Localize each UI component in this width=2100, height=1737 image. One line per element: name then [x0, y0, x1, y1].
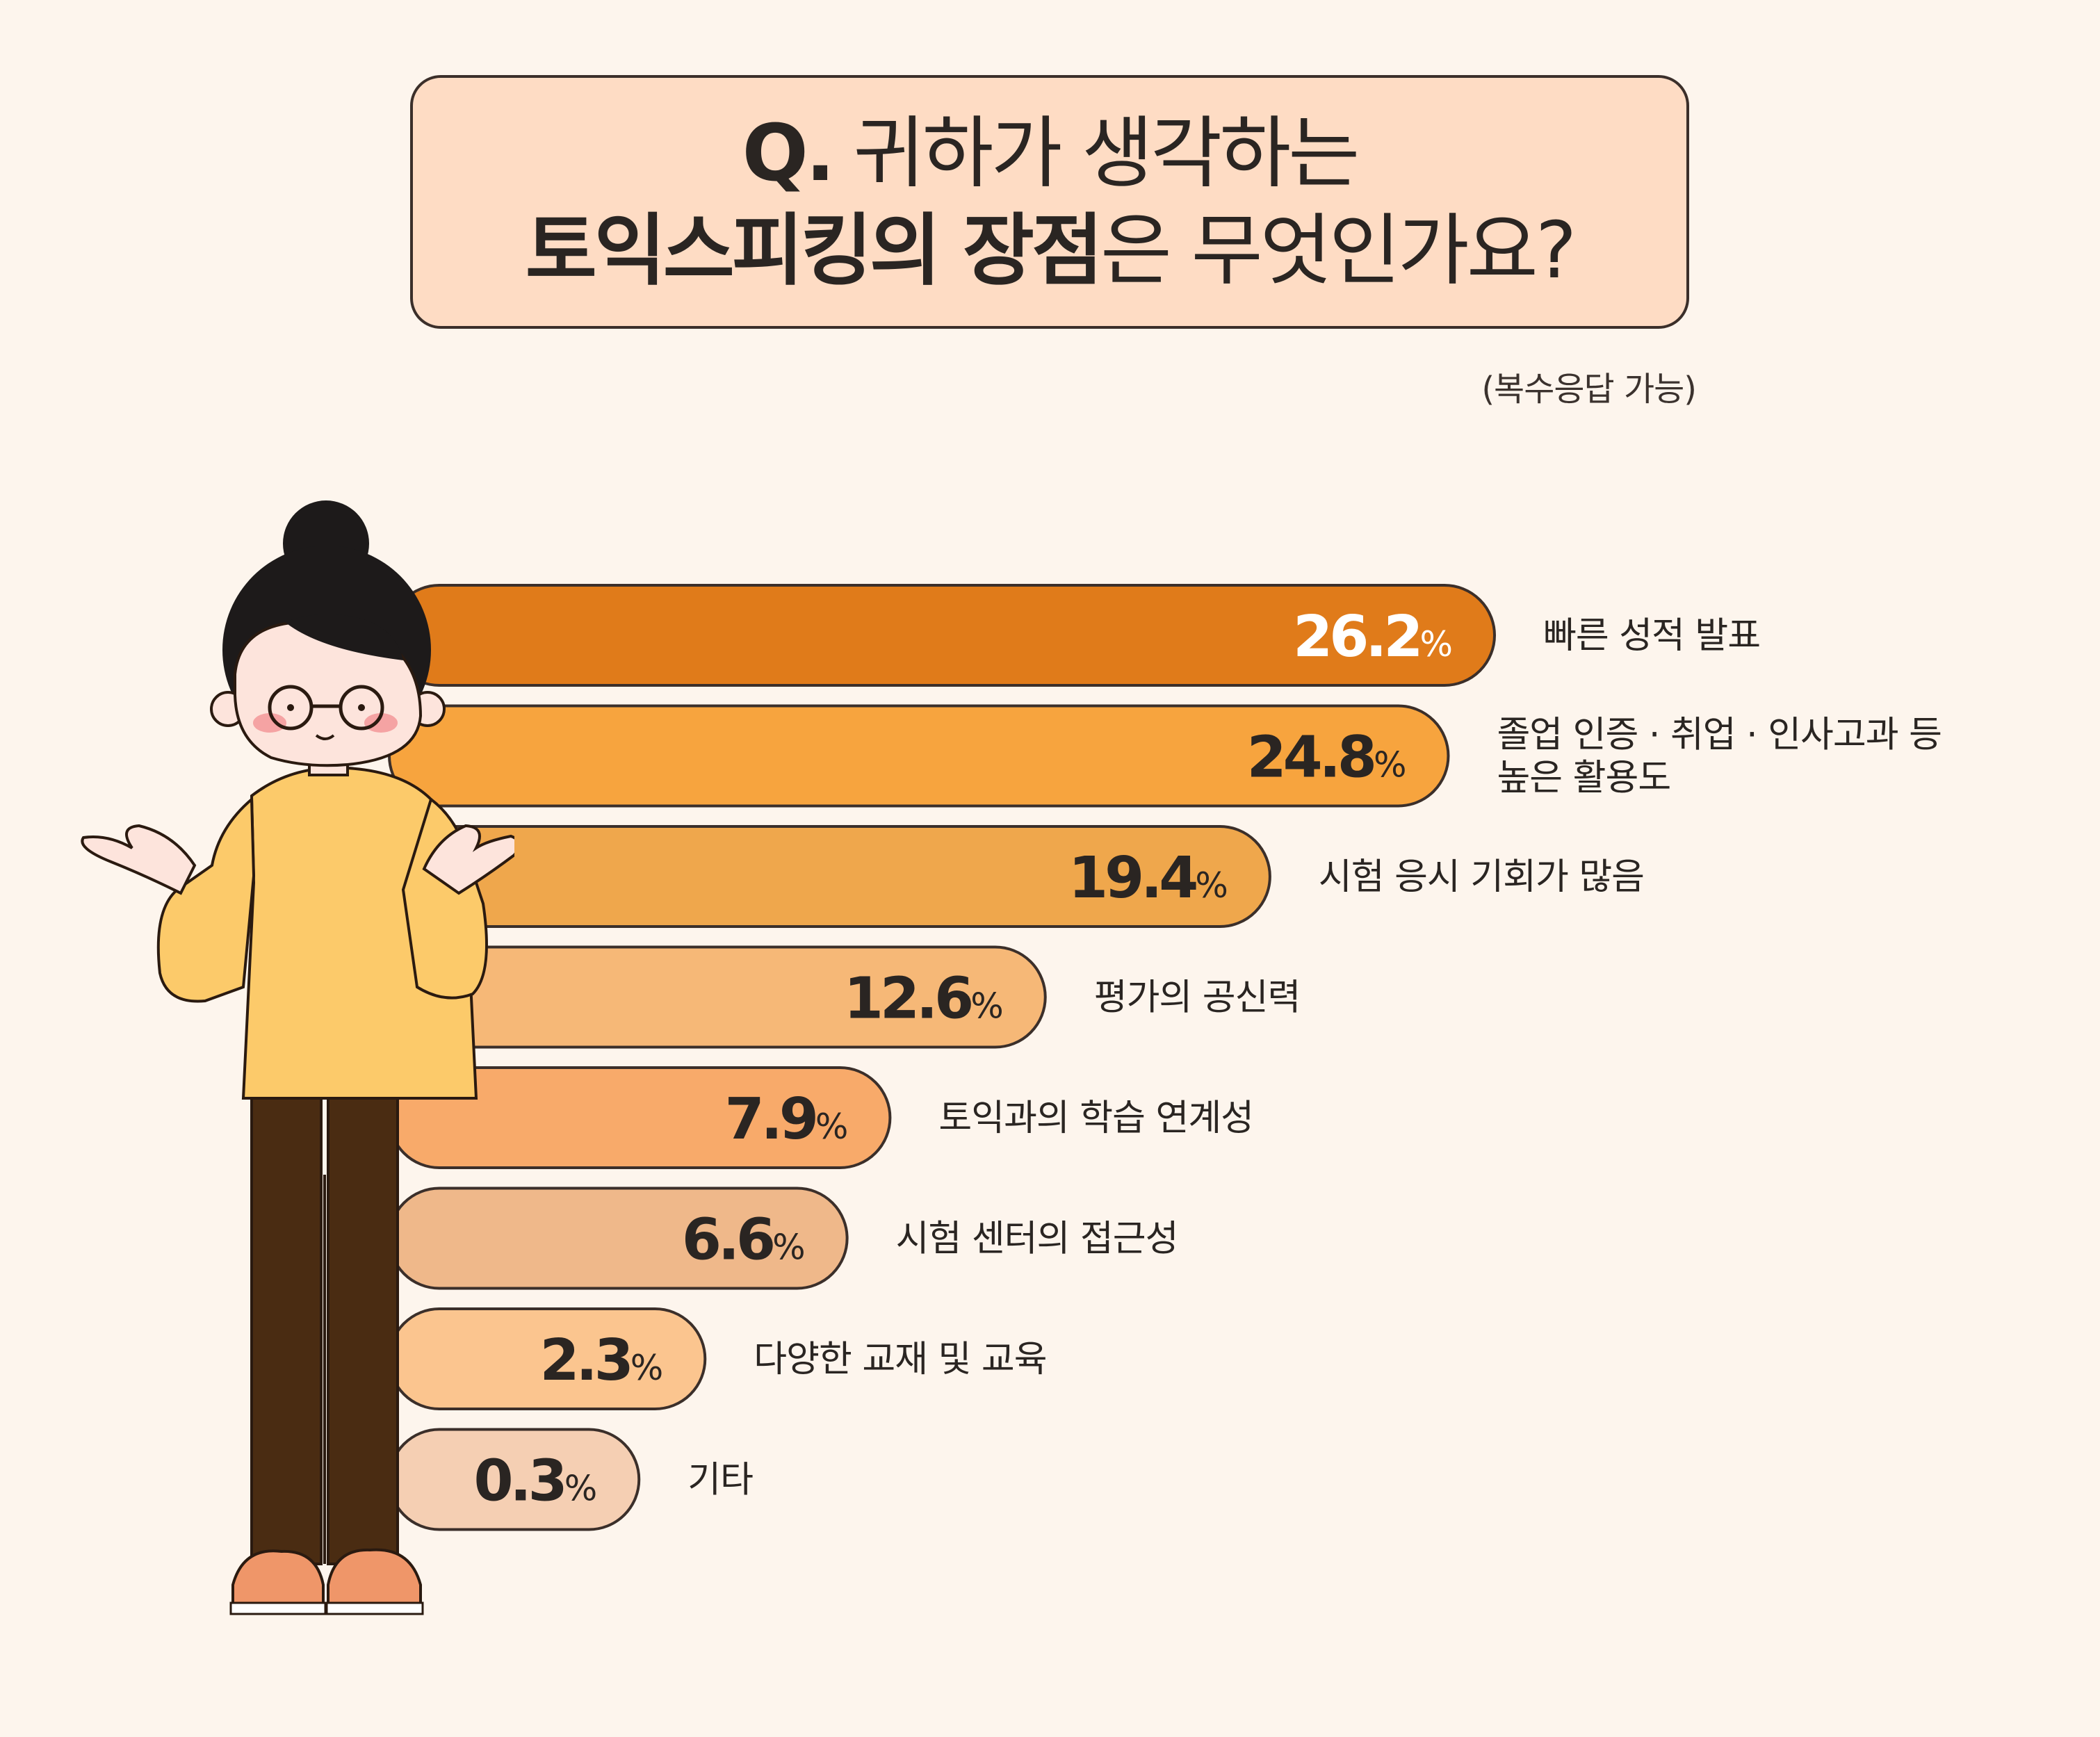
left-shoe-shape [231, 1549, 325, 1607]
category-label-5: 토익과의 학습 연계성 [938, 1098, 1253, 1139]
title-line-2: 토익스피킹의 장점은 무엇인가요? [525, 202, 1577, 300]
left-arm-shape [156, 796, 256, 1003]
bar-value-label-7: 2.3% [540, 1328, 664, 1394]
bar-value-label-4: 12.6% [844, 966, 1004, 1032]
category-label-7: 다양한 교재 및 교육 [754, 1339, 1046, 1380]
bar-value-label-6: 6.6% [682, 1207, 806, 1273]
right-shoe-shape [327, 1548, 422, 1607]
title-text-1: 귀하가 생각하는 [853, 108, 1360, 199]
category-label-1: 빠른 성적 발표 [1543, 615, 1760, 657]
title-bold-text: 토익스피킹의 장점 [525, 205, 1103, 296]
question-mark-label: Q. [742, 108, 836, 199]
multiple-response-note: (복수응답 가능) [1481, 370, 1697, 409]
category-label-2: 졸업 인증 · 취업 · 인사고과 등 높은 활용도 [1497, 715, 1941, 799]
bar-value-label-8: 0.3% [473, 1449, 597, 1515]
category-label-4: 평가의 공신력 [1094, 977, 1301, 1019]
left-leg-shape [250, 1083, 323, 1565]
title-line-1: Q. 귀하가 생각하는 [742, 105, 1360, 202]
right-arm-shape [401, 797, 488, 1000]
bar-value-label-3: 19.4% [1068, 845, 1228, 911]
category-label-3: 시험 응시 기회가 많음 [1319, 856, 1644, 898]
person-illustration [81, 500, 514, 1615]
category-label-8: 기타 [687, 1460, 753, 1501]
bar-value-label-5: 7.9% [725, 1086, 849, 1152]
right-hand-shape [422, 824, 514, 895]
title-box: Q. 귀하가 생각하는 토익스피킹의 장점은 무엇인가요? [410, 75, 1689, 329]
left-hand-shape [81, 824, 197, 895]
bar-value-label-1: 26.2% [1293, 604, 1453, 670]
right-leg-shape [327, 1083, 399, 1565]
category-label-6: 시험 센터의 접근성 [896, 1218, 1178, 1260]
bar-value-label-2: 24.8% [1247, 725, 1407, 791]
title-text-2: 은 무엇인가요? [1100, 205, 1577, 296]
